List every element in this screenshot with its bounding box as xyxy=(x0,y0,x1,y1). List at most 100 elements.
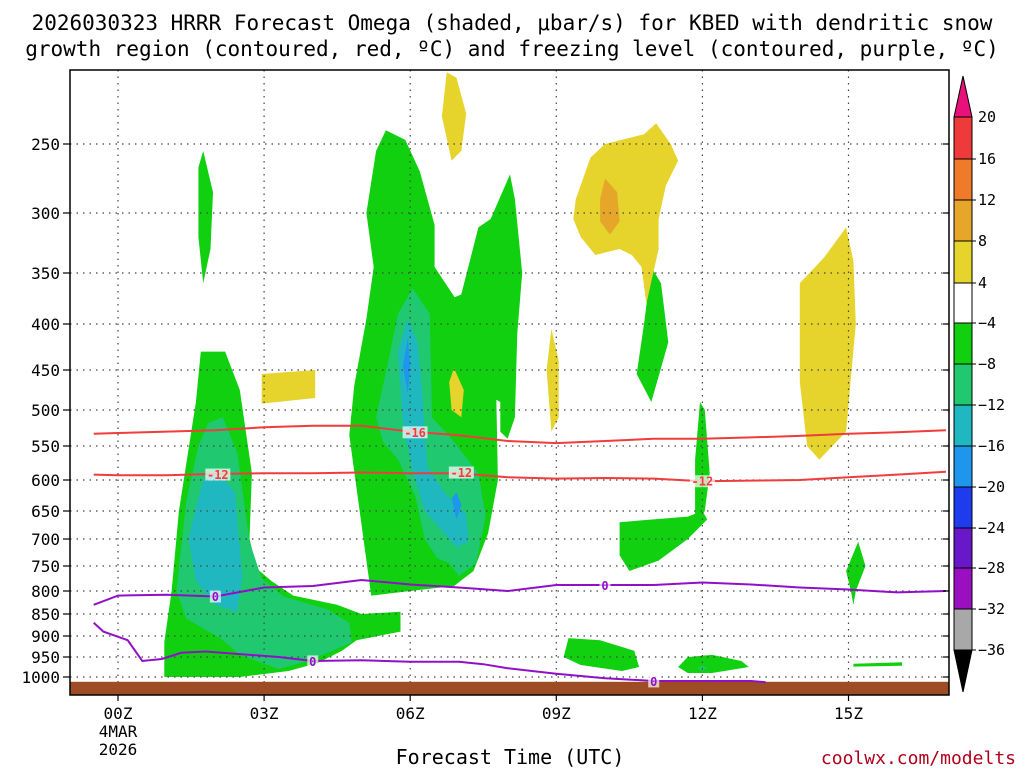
y-tick-label: 700 xyxy=(31,530,60,549)
colorbar-swatch xyxy=(953,445,973,488)
y-tick-label: 250 xyxy=(31,135,60,154)
colorbar-top-arrow xyxy=(953,75,973,118)
colorbar-label: 12 xyxy=(978,191,996,209)
colorbar-swatch xyxy=(953,199,973,242)
y-tick-label: 550 xyxy=(31,437,60,456)
freezing-contour-label: 0 xyxy=(650,675,657,689)
colorbar-swatch xyxy=(953,363,973,406)
omega-region-1 xyxy=(198,150,213,284)
freezing-contour-label: 0 xyxy=(601,579,608,593)
freezing-contour-label-bg xyxy=(307,655,319,668)
dendritic-contour-label: -16 xyxy=(404,426,426,440)
y-tick-label: 400 xyxy=(31,315,60,334)
dendritic-contour-line-0 xyxy=(93,424,946,445)
dendritic-contour-label-bg xyxy=(689,475,715,488)
colorbar-bottom-arrow xyxy=(953,649,973,693)
colorbar-swatch xyxy=(953,404,973,447)
y-tick-label: 1000 xyxy=(21,668,60,687)
colorbar-swatch xyxy=(953,116,973,160)
colorbar: 16 12 8 4 −4 −8 −12 −16 −20 −24 −28 −32 −36 xyxy=(953,75,1005,693)
omega-region-5 xyxy=(636,267,669,402)
colorbar-swatch xyxy=(953,527,973,569)
freezing-contour-label: 0 xyxy=(212,590,219,604)
y-tick-label: 950 xyxy=(31,648,60,667)
freezing-contour-label-bg xyxy=(648,675,660,688)
omega-region-20 xyxy=(546,328,559,432)
dendritic-contour-label: -12 xyxy=(692,475,714,489)
colorbar-swatch xyxy=(953,486,973,529)
omega-region-4 xyxy=(619,511,708,571)
omega-region-22 xyxy=(799,227,856,460)
x-tick-label: 15Z xyxy=(834,704,863,723)
omega-region-18 xyxy=(441,72,467,161)
y-tick-label: 450 xyxy=(31,361,60,380)
colorbar-label: −32 xyxy=(978,600,1005,618)
colorbar-swatch xyxy=(953,608,973,651)
freezing-contour-label-bg xyxy=(209,590,221,603)
omega-region-3 xyxy=(695,402,710,525)
omega-region-7 xyxy=(678,654,749,673)
omega-region-9 xyxy=(853,662,903,667)
dendritic-contour-label-bg xyxy=(205,468,231,481)
x-tick-label: 06Z xyxy=(396,704,425,723)
y-tick-label: 300 xyxy=(31,204,60,223)
colorbar-label: −4 xyxy=(978,314,996,332)
omega-region-23 xyxy=(600,178,620,235)
x-tick-label: 12Z xyxy=(688,704,717,723)
y-axis: 250 300 350 400 450 500 550 600 650 700 750 800 850 9… xyxy=(21,135,949,687)
x-date-label-year: 2026 xyxy=(99,740,138,759)
omega-region-13 xyxy=(188,471,243,612)
y-tick-label: 600 xyxy=(31,471,60,490)
colorbar-label: 16 xyxy=(978,150,996,168)
colorbar-label: −24 xyxy=(978,519,1005,537)
omega-region-6 xyxy=(563,638,640,671)
freezing-contour-line-2 xyxy=(93,622,766,684)
omega-region-19 xyxy=(449,368,464,418)
y-tick-label: 650 xyxy=(31,502,60,521)
colorbar-swatch xyxy=(953,282,973,324)
contours: -16 -12 -12 -12 0 0 0 0 xyxy=(93,424,946,689)
colorbar-label: −8 xyxy=(978,355,996,373)
colorbar-label: −20 xyxy=(978,478,1005,496)
x-tick-label: 00Z xyxy=(104,704,133,723)
title-line-1: 2026030323 HRRR Forecast Omega (shaded, … xyxy=(32,11,993,35)
y-tick-label: 350 xyxy=(31,264,60,283)
colorbar-swatch xyxy=(953,567,973,610)
omega-region-21 xyxy=(573,123,679,304)
colorbar-label: −16 xyxy=(978,437,1005,455)
x-tick-label: 09Z xyxy=(542,704,571,723)
colorbar-label: −12 xyxy=(978,396,1005,414)
terrain-bar xyxy=(70,681,949,695)
title-line-2: growth region (contoured, red, ºC) and f… xyxy=(25,37,999,61)
omega-region-17 xyxy=(261,370,316,404)
colorbar-swatch xyxy=(953,322,973,365)
y-tick-label: 900 xyxy=(31,627,60,646)
x-date-label-day: 4MAR xyxy=(99,722,138,741)
dendritic-contour-label: -12 xyxy=(207,468,229,482)
x-axis: 00Z 03Z 06Z 09Z 12Z 15Z xyxy=(104,695,863,723)
colorbar-label: −28 xyxy=(978,559,1005,577)
dendritic-contour-label-bg xyxy=(402,426,428,439)
omega-region-14 xyxy=(398,318,469,548)
colorbar-swatch xyxy=(953,158,973,201)
x-axis-title: Forecast Time (UTC) xyxy=(396,745,625,768)
plot-grid xyxy=(70,70,949,695)
y-tick-label: 500 xyxy=(31,401,60,420)
freezing-contour-label: 0 xyxy=(309,655,316,669)
colorbar-label: 8 xyxy=(978,232,987,250)
colorbar-label: 4 xyxy=(978,274,987,292)
dendritic-contour-label-bg xyxy=(448,466,474,479)
x-tick-label: 03Z xyxy=(250,704,279,723)
y-tick-label: 750 xyxy=(31,557,60,576)
colorbar-swatch xyxy=(953,240,973,284)
y-tick-label: 850 xyxy=(31,605,60,624)
dendritic-contour-label: -12 xyxy=(450,466,472,480)
colorbar-top-label: 20 xyxy=(978,108,996,126)
colorbar-label: −36 xyxy=(978,641,1005,659)
freezing-contour-label-bg xyxy=(599,579,611,592)
credit-text: coolwx.com/modelts xyxy=(821,748,1016,768)
omega-region-15 xyxy=(402,337,411,394)
omega-region-16 xyxy=(451,492,462,520)
plot-frame xyxy=(69,69,950,696)
